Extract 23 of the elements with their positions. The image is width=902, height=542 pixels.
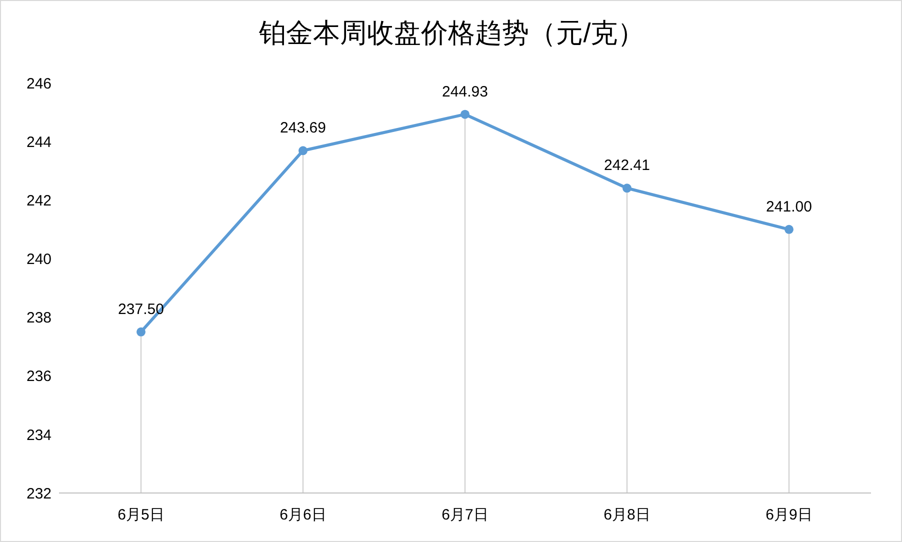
x-tick-label: 6月7日: [442, 506, 488, 524]
point: [298, 146, 308, 156]
data-label: 244.93: [442, 83, 488, 100]
y-tick-label: 232: [26, 485, 52, 502]
chart-title: 铂金本周收盘价格趋势（元/克）: [258, 17, 646, 50]
point: [460, 110, 470, 119]
y-tick-label: 236: [26, 368, 52, 386]
y-tick-label: 242: [26, 192, 52, 210]
point: [136, 327, 146, 336]
y-tick-label: 240: [26, 251, 52, 268]
y-tick-label: 234: [26, 426, 52, 444]
y-tick-label: 244: [26, 134, 52, 151]
x-tick-label: 6月8日: [604, 506, 650, 524]
data-label: 242.41: [604, 157, 650, 174]
data-label: 243.69: [280, 120, 326, 137]
data-label: 241.00: [766, 198, 812, 216]
x-tick-label: 6月9日: [766, 506, 812, 524]
y-tick-label: 238: [26, 310, 52, 327]
y-tick-label: 246: [26, 75, 52, 92]
x-tick-label: 6月5日: [118, 506, 164, 524]
point: [784, 224, 794, 234]
point: [622, 184, 632, 193]
x-tick-label: 6月6日: [280, 506, 326, 524]
